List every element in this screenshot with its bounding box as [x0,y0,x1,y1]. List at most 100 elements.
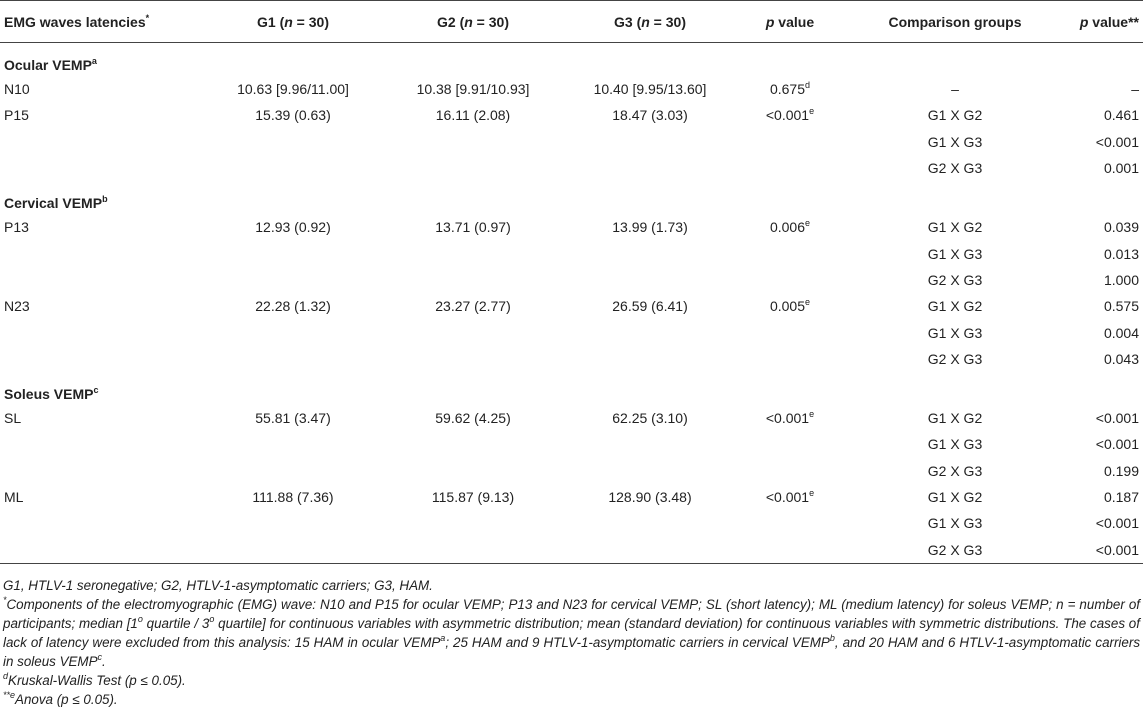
comparison-p: – [1131,81,1139,98]
header-cell: p value** [1070,0,1143,43]
text: Kruskal-Wallis Test (p ≤ 0.05). [8,672,186,688]
cell [200,129,386,155]
superscript: b [102,194,108,205]
superscript: b [829,632,835,643]
superscript: a [91,56,97,66]
italic-text: n [464,13,473,30]
superscript: **e [3,689,16,700]
text: Components of the electromyographic (EMG… [3,596,1140,631]
data-row: G2 X G3 0.043 [0,346,1143,372]
cell: 111.88 (7.36) [252,489,334,505]
cell [386,155,560,181]
italic-text: p [765,13,775,30]
data-row: ML 111.88 (7.36) 115.87 (9.13) 128.90 (3.48… [0,484,1143,510]
header-cell: G3 (n = 30) [560,0,740,43]
text: . [102,653,106,669]
row-label [0,129,200,155]
data-table: EMG waves latencies* G1 (n = 30) G2 (n = 3… [0,0,1143,564]
cell [740,267,840,293]
superscript: d [805,80,811,91]
footnote: G1, HTLV-1 seronegative; G2, HTLV-1-asym… [3,576,1140,595]
comparison-group: G1 X G3 [927,133,983,150]
comparison-group: G1 X G2 [927,410,983,427]
cell [740,458,840,484]
data-row: G1 X G3 <0.001 [0,431,1143,457]
row-label [0,536,200,563]
data-row: G1 X G3 0.013 [0,240,1143,266]
cell [560,267,740,293]
cell [560,240,740,266]
text: = 30) [292,13,329,30]
cell: 115.87 (9.13) [431,489,515,505]
superscript: c [93,384,99,395]
text: Anova (p ≤ 0.05). [15,691,118,707]
section-row: Soleus VEMPc [0,372,1143,405]
comparison-group: G2 X G3 [927,541,983,558]
cell: 0.006e [740,214,840,240]
comparison-p: 0.043 [1103,350,1139,367]
cell: 10.40 [9.95/13.60] [593,81,707,98]
text: G1 ( [257,13,285,30]
superscript: e [805,218,811,229]
text: G1, HTLV-1 seronegative; G2, HTLV-1-asym… [3,577,433,593]
text: value** [1088,13,1139,30]
data-row: P13 12.93 (0.92) 13.71 (0.97) 13.99 (1.73) 0… [0,214,1143,240]
row-label: P13 [4,219,29,236]
header-cell: G1 (n = 30) [200,0,386,43]
header-cell: p value [740,0,840,43]
cell: <0.001e [740,484,840,510]
text: , and 20 HAM and 6 HTLV-1-asymptomatic c… [3,634,1141,669]
cell [560,346,740,372]
row-label [0,431,200,457]
superscript: a [440,632,446,643]
cell [386,510,560,536]
cell: <0.001e [740,102,840,128]
section-title: Soleus VEMPc [0,372,1143,405]
footnotes: G1, HTLV-1 seronegative; G2, HTLV-1-asym… [0,576,1143,709]
cell [386,129,560,155]
cell: 62.25 (3.10) [612,410,688,427]
row-label: SL [4,410,22,427]
section-title: Ocular VEMPa [0,43,1143,77]
italic-text: n [284,13,293,30]
cell [200,431,386,457]
cell [740,129,840,155]
section-title: Cervical VEMPb [0,181,1143,214]
cell: 22.28 (1.32) [255,298,331,315]
cell [386,458,560,484]
cell [200,458,386,484]
row-label: ML [4,489,24,505]
comparison-group: G2 X G3 [927,350,983,367]
header-row: EMG waves latencies* G1 (n = 30) G2 (n = 3… [0,0,1143,43]
superscript: e [805,297,811,308]
comparison-group: G1 X G2 [927,489,983,505]
comparison-group: G2 X G3 [927,271,983,288]
cell: 15.39 (0.63) [255,107,331,124]
cell [200,267,386,293]
data-row: N10 10.63 [9.96/11.00] 10.38 [9.91/10.93] 1… [0,76,1143,102]
text: = 30) [472,13,509,30]
text: 0.005 [769,298,806,315]
text: Cervical VEMP [4,195,103,212]
text: <0.001 [765,489,810,505]
header-cell: Comparison groups [840,0,1070,43]
data-row: G1 X G3 0.004 [0,319,1143,345]
cell: 55.81 (3.47) [255,410,331,427]
superscript: * [3,594,7,605]
cell [740,155,840,181]
comparison-p: <0.001 [1095,410,1139,427]
comparison-p: <0.001 [1095,436,1139,453]
cell [386,267,560,293]
footnote: *Components of the electromyographic (EM… [3,595,1140,671]
footnote: **eAnova (p ≤ 0.05). [3,690,1140,709]
text: <0.001 [765,410,810,427]
section-row: Ocular VEMPa [0,43,1143,77]
cell [560,536,740,563]
cell: 12.93 (0.92) [255,219,331,236]
text: <0.001 [765,107,810,124]
comparison-p: 0.013 [1103,245,1139,262]
comparison-p: <0.001 [1095,133,1139,150]
comparison-group: G1 X G3 [927,324,983,341]
row-label: P15 [4,107,29,124]
